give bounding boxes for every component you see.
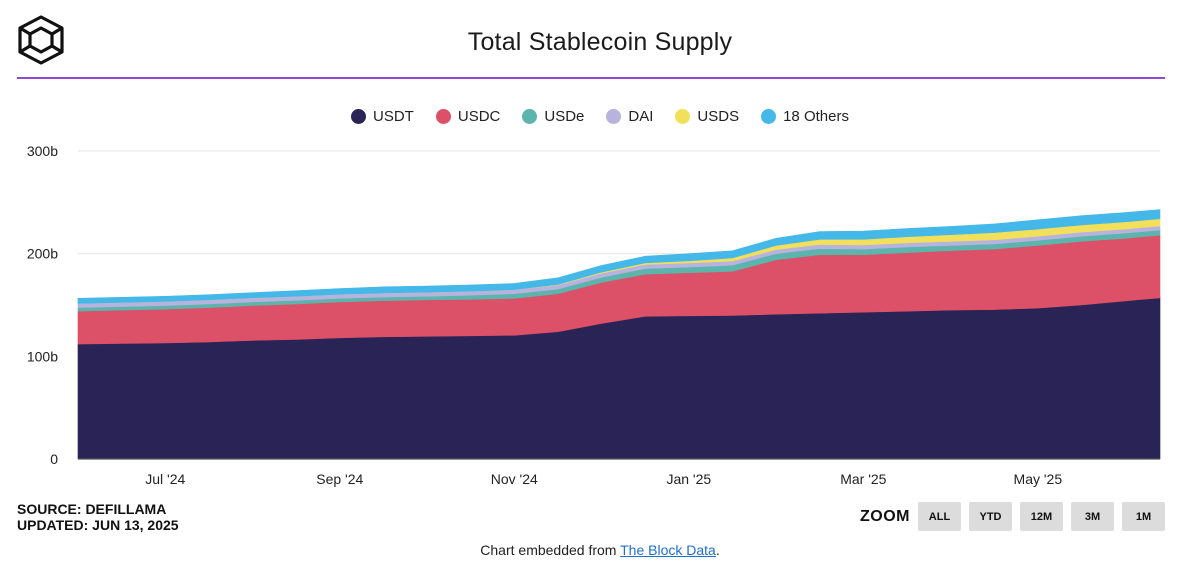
- legend-label: USDS: [697, 108, 740, 125]
- legend-label: USDC: [457, 108, 501, 125]
- legend-dot-icon: [761, 109, 777, 124]
- zoom-label: ZOOM: [860, 507, 910, 525]
- y-tick-label: 200b: [27, 246, 58, 262]
- area-series-18-others: [77, 209, 1161, 304]
- legend-dot-icon: [675, 109, 691, 124]
- legend-item-usdc[interactable]: USDC: [435, 108, 501, 125]
- x-tick-label: May '25: [1014, 471, 1063, 487]
- legend-item-dai[interactable]: DAI: [606, 108, 653, 125]
- the-block-data-link[interactable]: The Block Data: [620, 542, 716, 558]
- legend-item-usds[interactable]: USDS: [675, 108, 739, 125]
- legend-item-18-others[interactable]: 18 Others: [761, 108, 849, 125]
- source-text: SOURCE: DEFILLAMA: [17, 501, 167, 517]
- updated-text: UPDATED: JUN 13, 2025: [17, 517, 179, 533]
- legend-dot-icon: [351, 109, 367, 124]
- legend-label: DAI: [628, 108, 654, 125]
- legend-label: 18 Others: [783, 108, 849, 125]
- zoom-3m-button[interactable]: 3M: [1071, 502, 1114, 531]
- legend-label: USDT: [373, 108, 414, 125]
- embed-prefix: Chart embedded from: [480, 542, 621, 558]
- x-tick-label: Nov '24: [491, 471, 538, 487]
- embed-suffix: .: [715, 542, 720, 558]
- stacked-area-chart: 0 100b 200b 300b Jul '24 Sep '24 Nov '24 Jan '2…: [27, 143, 1161, 487]
- legend-dot-icon: [522, 109, 538, 124]
- legend-item-usdt[interactable]: USDT: [351, 108, 414, 125]
- chart-legend: USDT USDC USDe DAI USDS 18 Others: [0, 108, 1200, 125]
- x-tick-label: Jul '24: [145, 471, 185, 487]
- x-tick-label: Jan '25: [666, 471, 711, 487]
- legend-item-usde[interactable]: USDe: [522, 108, 584, 125]
- embed-credit: Chart embedded from The Block Data.: [0, 542, 1200, 558]
- zoom-controls: ZOOM ALL YTD 12M 3M 1M: [860, 502, 1165, 531]
- zoom-ytd-button[interactable]: YTD: [969, 502, 1012, 531]
- y-tick-label: 100b: [27, 348, 58, 364]
- x-tick-label: Sep '24: [316, 471, 363, 487]
- legend-dot-icon: [435, 109, 451, 124]
- y-tick-label: 300b: [27, 143, 58, 159]
- y-tick-label: 0: [50, 451, 58, 467]
- legend-label: USDe: [544, 108, 585, 125]
- the-block-logo-icon: [18, 15, 64, 65]
- zoom-all-button[interactable]: ALL: [918, 502, 961, 531]
- zoom-1m-button[interactable]: 1M: [1122, 502, 1165, 531]
- source-info: SOURCE: DEFILLAMA UPDATED: JUN 13, 2025: [17, 501, 179, 533]
- zoom-12m-button[interactable]: 12M: [1020, 502, 1063, 531]
- legend-dot-icon: [606, 109, 622, 124]
- title-divider: [17, 77, 1165, 79]
- x-tick-label: Mar '25: [840, 471, 886, 487]
- page-title: Total Stablecoin Supply: [467, 28, 733, 56]
